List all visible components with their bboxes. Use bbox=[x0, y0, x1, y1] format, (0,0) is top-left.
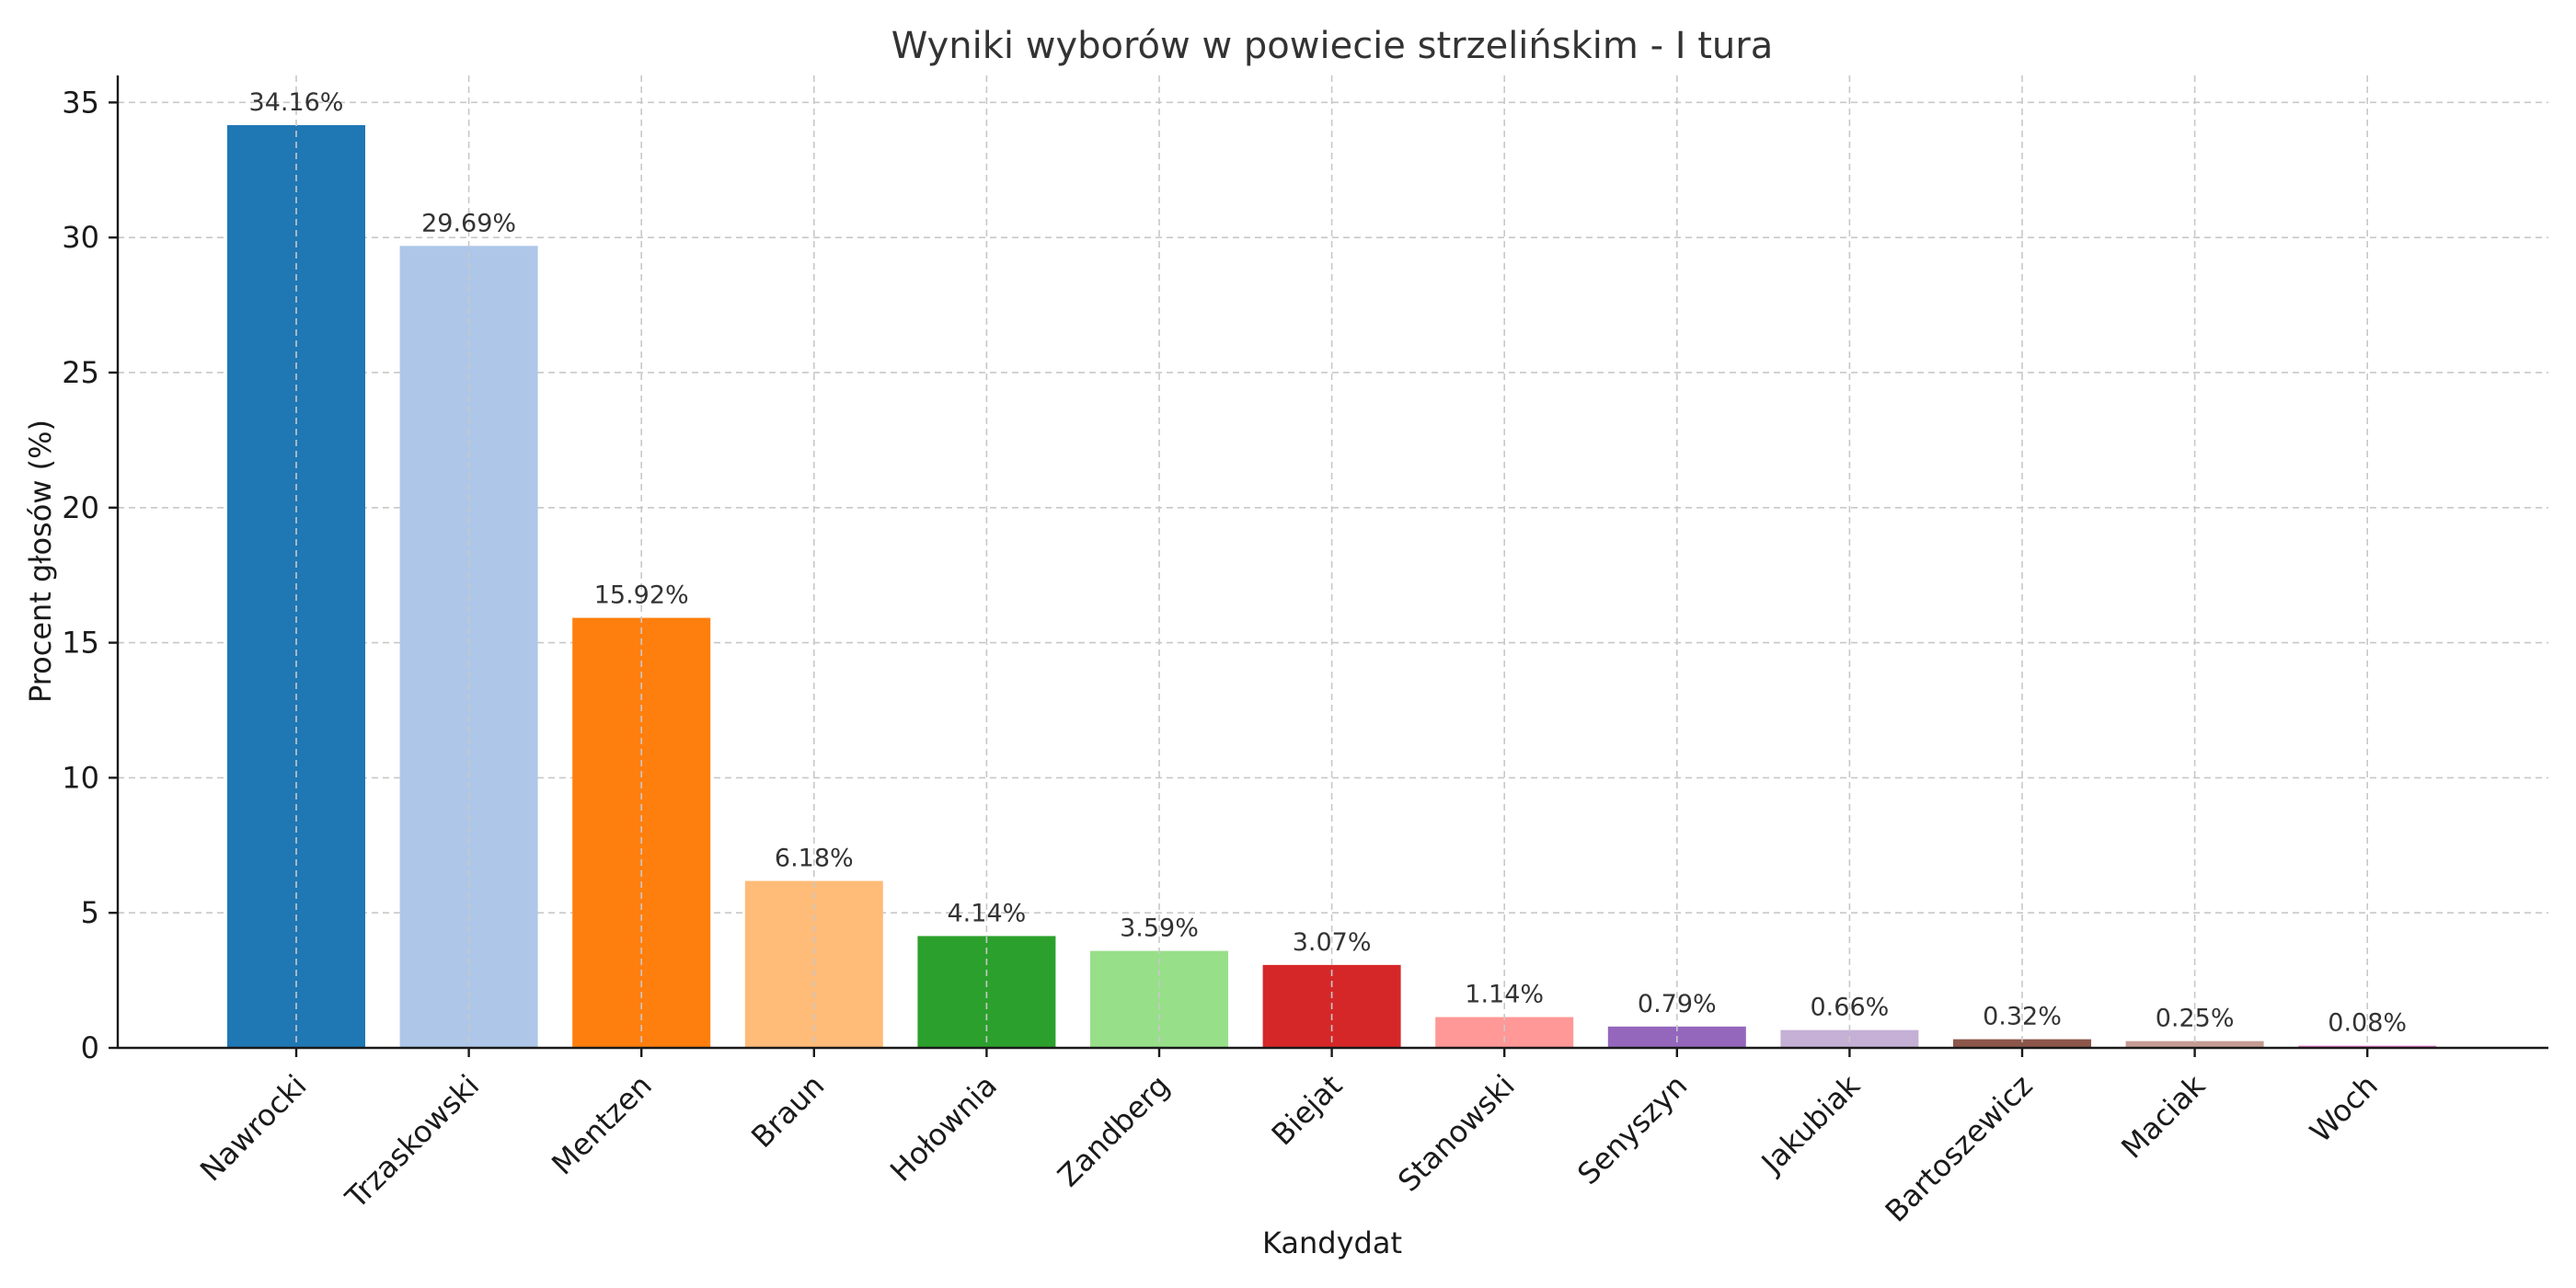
y-tick-label: 35 bbox=[62, 85, 99, 120]
bar-stanowski bbox=[1435, 1017, 1574, 1048]
data-label: 0.25% bbox=[2156, 1005, 2235, 1033]
x-tick-label: Senyszyn bbox=[1570, 1068, 1694, 1191]
y-axis-label: Procent głosów (%) bbox=[23, 420, 58, 703]
x-tick-label: Nawrocki bbox=[193, 1068, 314, 1189]
data-labels: 34.16% 29.69% 15.92% 6.18% 4.14% 3.59% 3.07% 1.… bbox=[249, 88, 2408, 1038]
y-tick-label: 15 bbox=[62, 626, 99, 661]
x-tick-label: Braun bbox=[744, 1068, 831, 1155]
x-tick-label: Mentzen bbox=[545, 1068, 659, 1182]
x-axis-label: Kandydat bbox=[1262, 1225, 1402, 1260]
bars bbox=[227, 125, 2437, 1049]
y-tick-label: 10 bbox=[62, 760, 99, 795]
data-label: 0.32% bbox=[1983, 1003, 2062, 1031]
data-label: 34.16% bbox=[249, 88, 344, 117]
chart-title: Wyniki wyborów w powiecie strzelińskim -… bbox=[891, 25, 1773, 67]
data-label: 0.66% bbox=[1811, 994, 1890, 1022]
y-tick-label: 30 bbox=[62, 220, 99, 255]
x-tick-label: Stanowski bbox=[1391, 1068, 1522, 1199]
y-tick-label: 5 bbox=[81, 895, 99, 930]
bar-mentzen bbox=[572, 617, 711, 1048]
x-tick-label: Biejat bbox=[1265, 1068, 1350, 1153]
bar-bartoszewicz bbox=[1953, 1039, 2091, 1048]
x-tick-label: Trzaskowski bbox=[338, 1068, 486, 1216]
y-tick-label: 25 bbox=[62, 355, 99, 390]
data-label: 0.79% bbox=[1638, 990, 1717, 1018]
grid bbox=[118, 101, 2548, 1049]
x-tick-label: Maciak bbox=[2114, 1067, 2212, 1165]
data-label: 29.69% bbox=[421, 209, 516, 237]
x-tick-label: Zandberg bbox=[1051, 1068, 1176, 1193]
x-tick-label: Woch bbox=[2303, 1068, 2385, 1150]
data-label: 3.07% bbox=[1293, 928, 1372, 957]
data-label: 6.18% bbox=[775, 845, 854, 873]
x-tick-label: Hołownia bbox=[883, 1068, 1004, 1189]
data-label: 0.08% bbox=[2328, 1009, 2407, 1038]
data-label: 15.92% bbox=[594, 581, 689, 610]
x-tick-label: Bartoszewicz bbox=[1879, 1068, 2040, 1229]
x-tick-label: Jakubiak bbox=[1754, 1067, 1868, 1181]
y-tick-label: 0 bbox=[81, 1030, 99, 1065]
data-label: 3.59% bbox=[1120, 914, 1199, 943]
data-label: 1.14% bbox=[1465, 981, 1544, 1009]
bar-zandberg bbox=[1090, 950, 1228, 1048]
data-label: 4.14% bbox=[948, 899, 1027, 927]
bar-maciak bbox=[2125, 1041, 2264, 1048]
y-tick-label: 20 bbox=[62, 490, 99, 525]
